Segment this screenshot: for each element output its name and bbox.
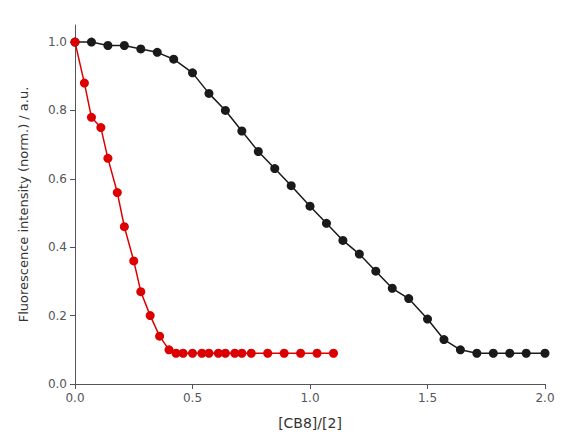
- svg-text:1.0: 1.0: [300, 391, 319, 405]
- svg-text:0.6: 0.6: [48, 172, 67, 186]
- svg-text:0.8: 0.8: [48, 103, 67, 117]
- svg-text:1.5: 1.5: [418, 391, 437, 405]
- svg-text:Fluorescence intensity (norm.): Fluorescence intensity (norm.) / a.u.: [16, 87, 31, 323]
- svg-text:0.2: 0.2: [48, 309, 67, 323]
- svg-text:[CB8]/[2]: [CB8]/[2]: [278, 415, 342, 431]
- svg-text:2.0: 2.0: [535, 391, 554, 405]
- svg-text:0.4: 0.4: [48, 240, 67, 254]
- svg-text:0.0: 0.0: [48, 377, 67, 391]
- svg-text:0.0: 0.0: [65, 391, 84, 405]
- svg-text:1.0: 1.0: [48, 35, 67, 49]
- svg-text:0.5: 0.5: [183, 391, 202, 405]
